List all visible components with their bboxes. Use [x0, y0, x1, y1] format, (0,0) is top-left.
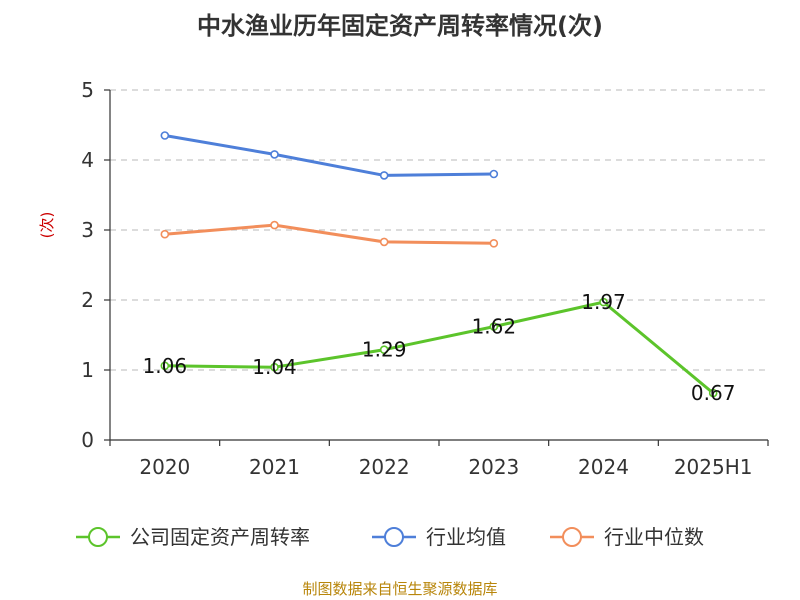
data-label: 1.62	[472, 315, 517, 339]
legend-label: 行业均值	[426, 525, 506, 549]
data-point	[160, 361, 170, 371]
axes: 0 1 2 3 4 5 2020 2021 2022 2023 2024 2025H1 (次)	[38, 78, 769, 479]
source-note: 制图数据来自恒生聚源数据库	[302, 580, 498, 598]
data-point	[489, 239, 499, 248]
data-point	[379, 171, 389, 180]
data-label: 0.67	[691, 381, 736, 405]
series-line-1	[164, 134, 494, 177]
chart-title: 中水渔业历年固定资产周转率情况(次)	[197, 12, 603, 40]
data-point	[599, 297, 608, 307]
data-point	[489, 169, 499, 179]
legend: 公司固定资产周转率 行业均值 行业中位数	[76, 525, 704, 549]
y-tick-label: 3	[81, 218, 94, 242]
x-tick-label: 2023	[468, 455, 519, 479]
legend-marker	[384, 527, 404, 547]
legend-marker	[88, 527, 108, 547]
data-point	[160, 229, 170, 239]
y-tick-label: 0	[81, 428, 94, 452]
x-tick-label: 2022	[359, 455, 410, 479]
y-tick-label: 5	[81, 78, 94, 102]
y-tick-label: 2	[81, 288, 94, 312]
data-point	[160, 131, 170, 140]
legend-label: 公司固定资产周转率	[130, 525, 310, 549]
data-label: 1.29	[362, 338, 407, 362]
data-point	[708, 388, 718, 398]
data-point	[270, 150, 279, 159]
data-point	[489, 322, 499, 331]
data-labels: 1.06 1.04 1.29 1.62 1.97 0.67	[143, 290, 736, 405]
x-tick-label: 2024	[578, 455, 629, 479]
data-point	[379, 237, 389, 247]
series-lines	[164, 134, 715, 395]
legend-marker	[562, 527, 582, 547]
series-line-2	[164, 223, 494, 245]
data-label: 1.97	[581, 290, 626, 314]
y-tick-label: 1	[81, 358, 94, 382]
data-points	[160, 131, 718, 398]
x-tick-label: 2025H1	[674, 455, 753, 479]
x-tick-label: 2020	[139, 455, 190, 479]
data-point	[270, 362, 279, 372]
y-axis-title: (次)	[38, 212, 56, 239]
series-line-0	[164, 300, 715, 395]
y-tick-label: 4	[81, 148, 94, 172]
x-tick-label: 2021	[249, 455, 300, 479]
data-point	[270, 220, 279, 230]
data-point	[379, 345, 389, 355]
data-label: 1.04	[252, 355, 297, 379]
data-label: 1.06	[143, 354, 188, 378]
legend-label: 行业中位数	[604, 525, 704, 549]
